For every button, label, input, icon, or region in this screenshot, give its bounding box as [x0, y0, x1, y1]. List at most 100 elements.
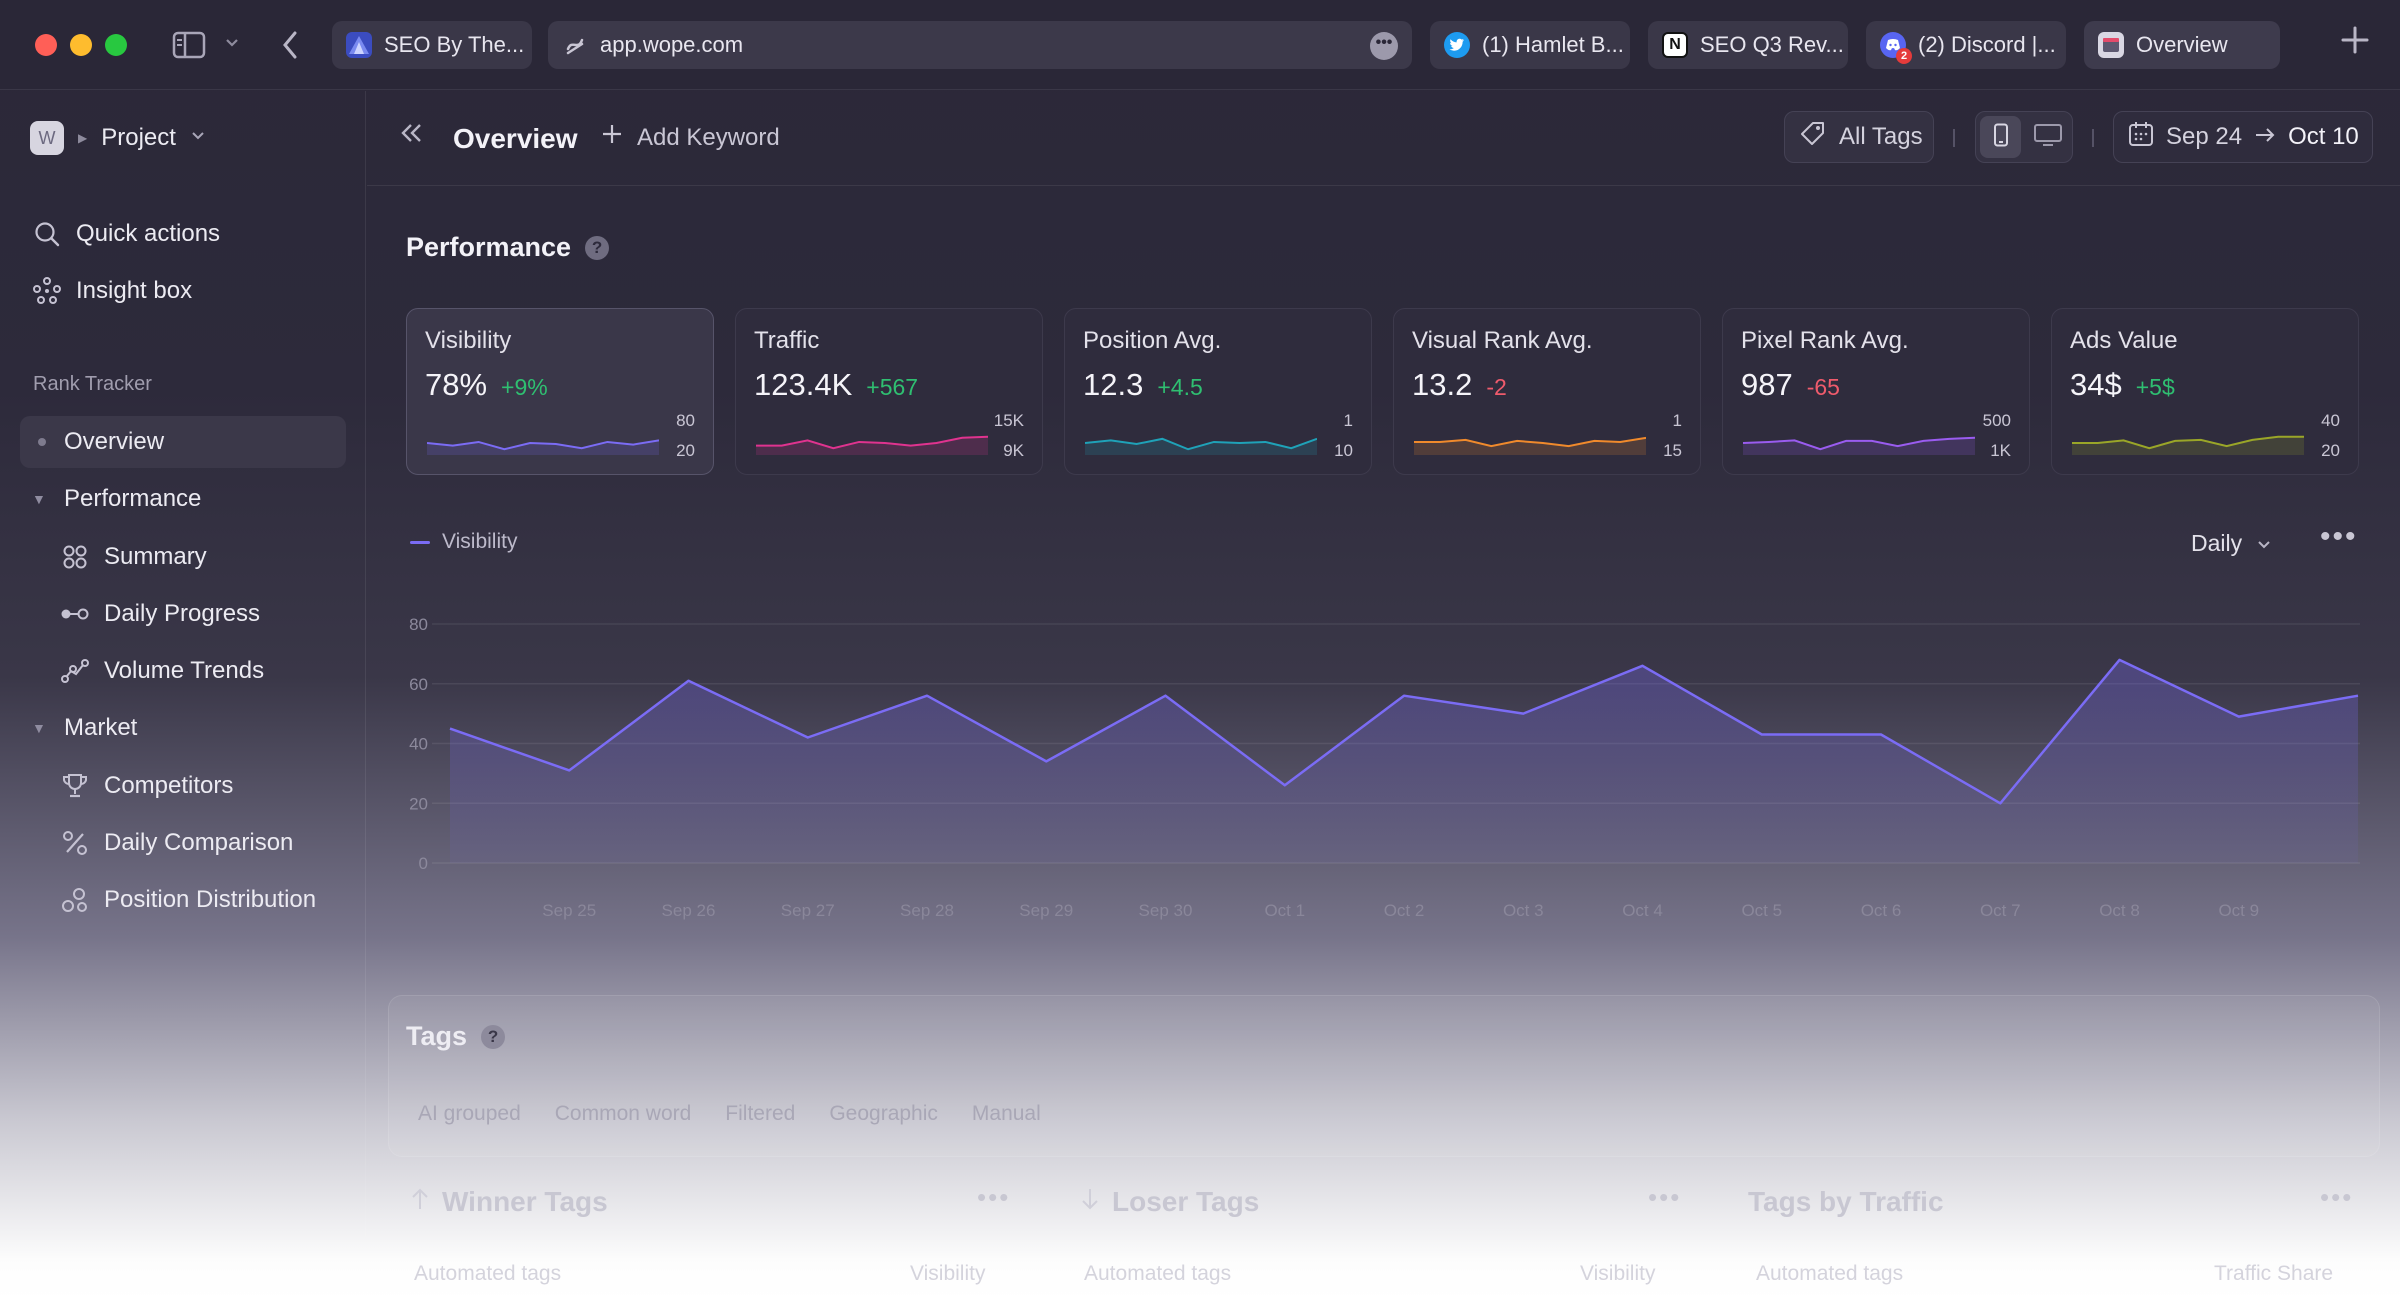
chevron-down-icon[interactable] [224, 36, 240, 55]
legend-label: Visibility [442, 530, 518, 553]
device-toggle [1975, 111, 2073, 163]
close-window-button[interactable] [35, 34, 57, 56]
winner-tags-title: Winner Tags [442, 1186, 608, 1217]
sparkline-axis-max: 80 [676, 411, 695, 430]
caret-down-icon: ▼ [32, 491, 46, 507]
sidebar-item-summary[interactable]: Summary [20, 531, 346, 583]
x-tick-label: Oct 3 [1503, 901, 1544, 920]
more-icon[interactable]: ••• [1370, 32, 1398, 60]
metric-label: Traffic [754, 327, 820, 354]
metric-card-visual-rank-avg[interactable]: Visual Rank Avg. 13.2 -2 1 15 [1393, 308, 1701, 475]
chip-common-word[interactable]: Common word [554, 1102, 692, 1125]
sidebar-item-label: Market [64, 714, 138, 741]
loser-tags-title: Loser Tags [1112, 1186, 1260, 1217]
loser-more-button[interactable]: ••• [1648, 1182, 1682, 1212]
column-header: Automated tags [414, 1262, 562, 1285]
sparkline-axis-min: 15 [1663, 441, 1682, 460]
sparkline [756, 435, 988, 455]
collapse-sidebar-icon[interactable] [399, 121, 425, 149]
add-keyword-button[interactable]: Add Keyword [601, 123, 780, 152]
sparkline-axis-max: 500 [1982, 411, 2011, 430]
metric-label: Visibility [425, 327, 512, 354]
sidebar-item-insight-box[interactable]: Insight box [20, 265, 346, 317]
sparkline-axis-min: 9K [1003, 441, 1024, 460]
notification-badge: 2 [1896, 48, 1912, 64]
all-tags-button[interactable]: All Tags [1784, 111, 1934, 163]
metric-card-visibility[interactable]: Visibility 78% +9% 80 20 [406, 308, 714, 475]
back-arrow-icon[interactable] [280, 30, 300, 65]
column-header: Automated tags [1756, 1262, 1904, 1285]
minimize-window-button[interactable] [70, 34, 92, 56]
tab-hamlet[interactable]: (1) Hamlet B... [1430, 21, 1630, 69]
all-tags-label: All Tags [1839, 123, 1923, 150]
help-icon[interactable]: ? [585, 235, 610, 260]
metric-label: Pixel Rank Avg. [1741, 327, 1909, 354]
interval-dropdown[interactable]: Daily [2191, 530, 2272, 557]
y-tick-label: 20 [409, 794, 428, 813]
tab-overview-active[interactable]: Overview [2084, 21, 2280, 69]
visibility-line [449, 658, 2359, 805]
y-tick-label: 0 [419, 854, 428, 873]
metric-value: 12.3 [1083, 367, 1144, 402]
url-text: app.wope.com [600, 32, 744, 57]
metric-card-traffic[interactable]: Traffic 123.4K +567 15K 9K [735, 308, 1043, 475]
tab-discord[interactable]: 2 (2) Discord |... [1866, 21, 2066, 69]
sidebar-group-market[interactable]: ▼ Market [20, 702, 346, 754]
winner-more-button[interactable]: ••• [977, 1182, 1011, 1212]
main-header: Overview Add Keyword All Tags [367, 91, 2400, 186]
sidebar-item-label: Quick actions [76, 220, 221, 247]
date-from: Sep 24 [2166, 123, 2243, 150]
metric-card-pixel-rank-avg[interactable]: Pixel Rank Avg. 987 -65 500 1K [1722, 308, 2030, 475]
data-point [1282, 782, 1288, 788]
plus-icon [601, 123, 623, 152]
tab-seo-by-the[interactable]: SEO By The... [332, 21, 532, 69]
sparkline-area [1743, 437, 1975, 455]
sidebar-item-competitors[interactable]: Competitors [20, 760, 346, 812]
sidebar-item-daily-comparison[interactable]: Daily Comparison [20, 817, 346, 869]
chip-manual[interactable]: Manual [971, 1102, 1041, 1125]
x-tick-label: Oct 1 [1264, 901, 1305, 920]
search-icon [32, 219, 62, 249]
sidebar-item-volume-trends[interactable]: Volume Trends [20, 645, 346, 697]
mobile-icon [1993, 123, 2009, 152]
x-tick-label: Oct 4 [1622, 901, 1663, 920]
metric-card-ads-value[interactable]: Ads Value 34$ +5$ 40 20 [2051, 308, 2359, 475]
sidebar-group-performance[interactable]: ▼ Performance [20, 473, 346, 525]
sidebar-toggle-icon[interactable] [172, 30, 208, 65]
sidebar-item-overview[interactable]: Overview [20, 416, 346, 468]
sidebar-item-label: Performance [64, 485, 202, 512]
maximize-window-button[interactable] [105, 34, 127, 56]
divider [1953, 129, 1955, 147]
chip-ai-grouped[interactable]: AI grouped [418, 1102, 521, 1125]
help-icon[interactable]: ? [481, 1024, 506, 1049]
sidebar-item-quick-actions[interactable]: Quick actions [20, 208, 346, 260]
project-switcher[interactable]: W ▶ Project [30, 121, 206, 155]
traffic-more-button[interactable]: ••• [2320, 1182, 2354, 1212]
metric-delta: +4.5 [1157, 374, 1203, 400]
x-tick-label: Sep 28 [900, 901, 954, 920]
visibility-area [450, 659, 2358, 863]
metric-card-position-avg[interactable]: Position Avg. 12.3 +4.5 1 10 [1064, 308, 1372, 475]
date-range-picker[interactable]: Sep 24 Oct 10 [2113, 111, 2373, 163]
metric-delta: +5$ [2135, 374, 2175, 400]
chip-filtered[interactable]: Filtered [725, 1102, 796, 1125]
desktop-view-button[interactable] [2027, 116, 2068, 158]
address-bar[interactable]: app.wope.com ••• [548, 21, 1412, 69]
sidebar-item-position-distribution[interactable]: Position Distribution [20, 874, 346, 926]
mobile-view-button[interactable] [1980, 116, 2021, 158]
sidebar-item-daily-progress[interactable]: Daily Progress [20, 588, 346, 640]
sidebar-item-label: Daily Progress [104, 600, 261, 627]
sparkline-axis-min: 20 [676, 441, 695, 460]
chip-geographic[interactable]: Geographic [829, 1102, 938, 1125]
tab-seo-q3[interactable]: N SEO Q3 Rev... [1648, 21, 1848, 69]
new-tab-button[interactable] [2340, 22, 2370, 62]
seo-by-the-favicon-icon [346, 32, 372, 58]
tab-label: SEO By The... [384, 32, 525, 57]
workspace-avatar: W [30, 121, 64, 155]
chart-more-button[interactable]: ••• [2320, 520, 2358, 553]
data-point [1640, 663, 1646, 669]
x-tick-label: Sep 25 [542, 901, 596, 920]
chart-legend[interactable]: Visibility [410, 530, 517, 554]
chevron-down-icon [190, 129, 206, 147]
sidebar-item-label: Volume Trends [104, 657, 265, 684]
